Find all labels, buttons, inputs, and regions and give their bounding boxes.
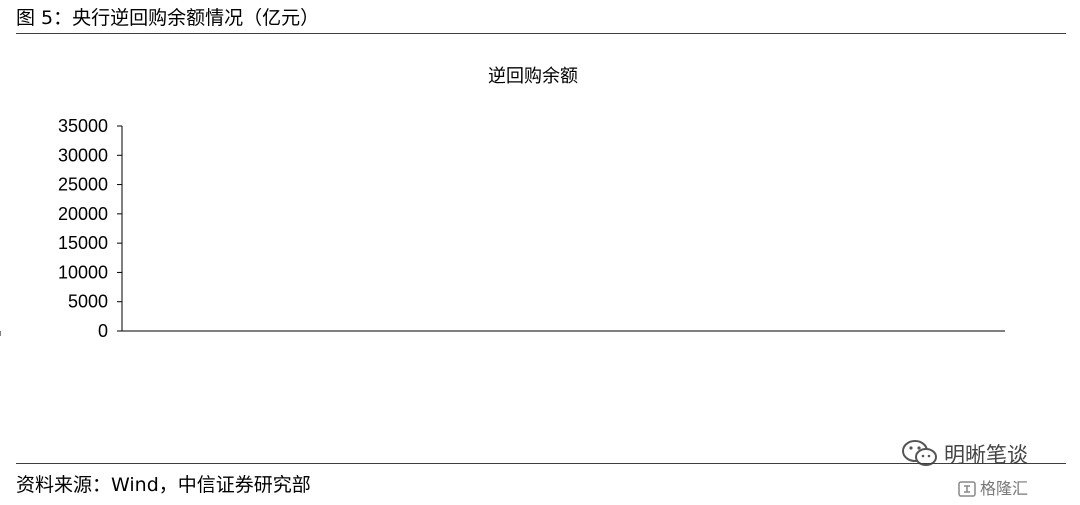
source-note: 资料来源：Wind，中信证券研究部 [16, 474, 311, 496]
figure-title: 图 5：央行逆回购余额情况（亿元） [16, 7, 320, 29]
brand-name: 明晰笔谈 [944, 443, 1028, 467]
y-tick-label: 30000 [58, 145, 108, 165]
y-tick-label: 10000 [58, 262, 108, 282]
x-axis: 2022/1/12022/2/12022/3/12022/4/12022/5/1… [0, 330, 1005, 336]
wechat-icon [902, 440, 937, 466]
top-rule [16, 33, 1066, 34]
y-tick-label: 0 [98, 321, 108, 341]
watermark-logo-icon [958, 481, 976, 497]
y-axis: 0 5000 10000 15000 20000 25000 30000 35000 [58, 116, 123, 341]
watermark-text: 格隆汇 [980, 479, 1029, 498]
bottom-rule [16, 463, 1066, 464]
y-tick-label: 25000 [58, 175, 108, 195]
y-tick-label: 15000 [58, 233, 108, 253]
y-tick-label: 20000 [58, 204, 108, 224]
y-tick-label: 35000 [58, 116, 108, 136]
line-chart: 逆回购余额 0 5000 10000 15000 20000 25000 30000 3500… [0, 0, 1005, 341]
y-tick-label: 5000 [68, 292, 108, 312]
chart-title: 逆回购余额 [488, 66, 578, 87]
